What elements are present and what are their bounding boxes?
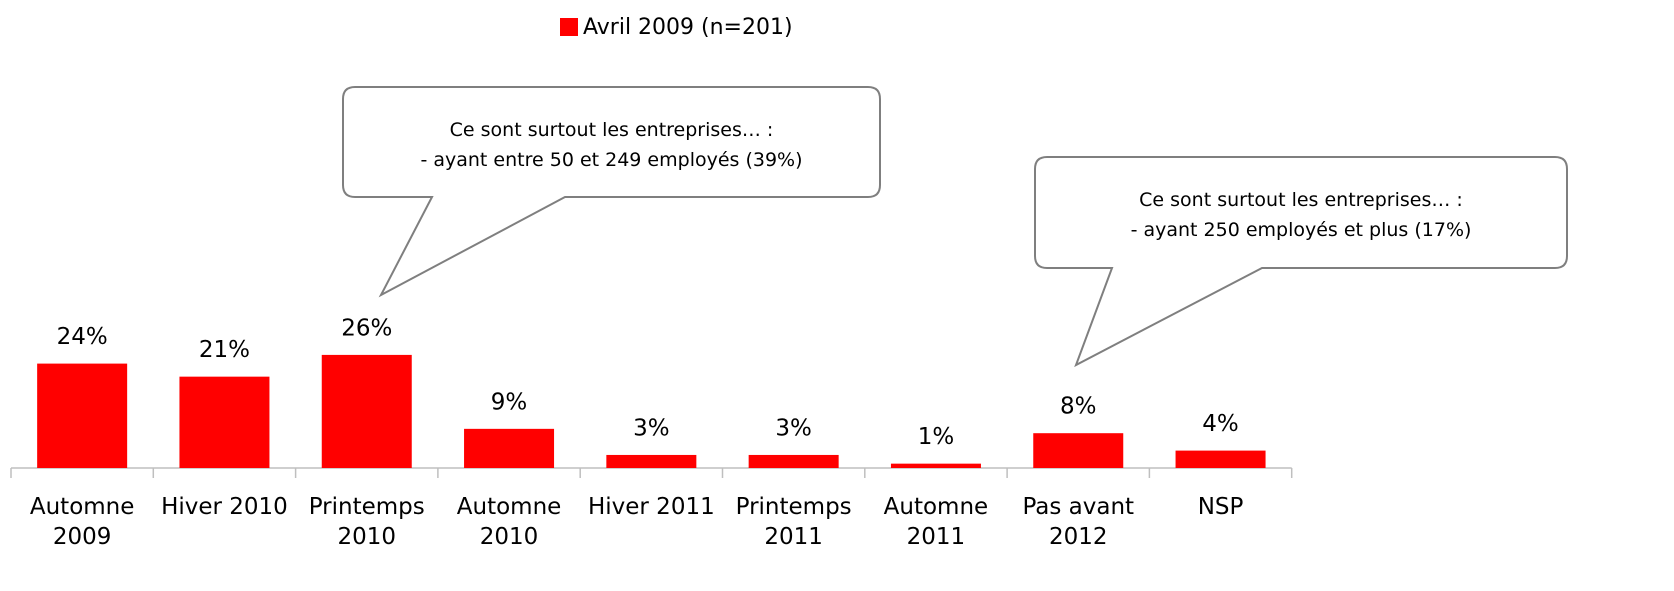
annotation: Ce sont surtout les entreprises… : - aya…: [343, 115, 880, 175]
bar: [1033, 433, 1124, 468]
value-label: 21%: [199, 337, 250, 363]
annotation: Ce sont surtout les entreprises… : - aya…: [1035, 185, 1567, 245]
annotation-line: Ce sont surtout les entreprises… :: [1139, 189, 1463, 211]
value-label: 1%: [918, 424, 955, 450]
value-label: 9%: [491, 389, 528, 415]
annotation-line: - ayant entre 50 et 249 employés (39%): [420, 149, 803, 171]
value-label: 3%: [633, 415, 670, 441]
legend-swatch: [560, 18, 578, 36]
value-label: 24%: [57, 324, 108, 350]
value-label: 26%: [341, 315, 392, 341]
value-label: 8%: [1060, 394, 1097, 420]
bar: [464, 428, 555, 468]
value-label: 3%: [775, 415, 812, 441]
x-tick-label: Pas avant 2012: [1022, 494, 1135, 550]
callout: [1034, 156, 1568, 368]
x-tick-label: NSP: [1197, 494, 1244, 520]
x-tick-label: Hiver 2011: [587, 494, 715, 520]
x-tick-label: Printemps 2010: [308, 494, 425, 550]
annotation-line: - ayant 250 employés et plus (17%): [1130, 219, 1472, 241]
bar: [890, 463, 981, 468]
x-tick-label: Hiver 2010: [161, 494, 288, 520]
annotation-line: Ce sont surtout les entreprises… :: [449, 119, 774, 141]
bar: [321, 354, 412, 468]
legend-label: Avril 2009 (n=201): [583, 15, 793, 40]
value-label: 4%: [1202, 411, 1239, 437]
bar: [179, 376, 270, 468]
bar: [1175, 450, 1266, 468]
x-tick-label: Printemps 2011: [735, 494, 852, 550]
x-tick-label: Automne 2009: [29, 494, 135, 550]
x-tick-label: Automne 2011: [883, 494, 989, 550]
bar: [606, 454, 697, 468]
callout: [342, 86, 881, 298]
x-tick-label: Automne 2010: [456, 494, 562, 550]
bar: [748, 454, 839, 468]
bar: [37, 363, 128, 468]
